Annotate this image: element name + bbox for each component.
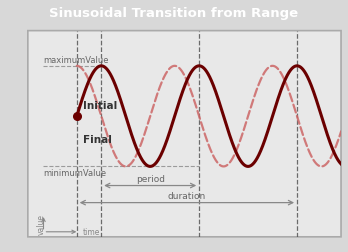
Text: Final: Final: [83, 134, 111, 144]
Text: Initial: Initial: [83, 101, 117, 111]
Text: time: time: [83, 227, 100, 236]
Text: minimumValue: minimumValue: [44, 169, 106, 178]
Text: duration: duration: [168, 191, 206, 200]
Text: value: value: [37, 213, 46, 234]
Text: period: period: [136, 174, 165, 183]
Text: maximumValue: maximumValue: [44, 56, 109, 65]
Text: Sinusoidal Transition from Range: Sinusoidal Transition from Range: [49, 7, 299, 20]
